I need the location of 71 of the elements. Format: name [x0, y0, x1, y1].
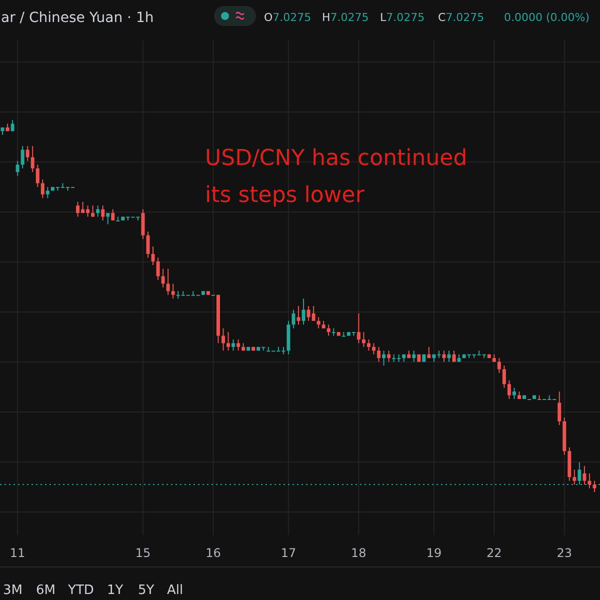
candlestick — [106, 212, 110, 225]
candlestick — [502, 365, 506, 388]
candlestick — [412, 350, 416, 362]
text: All — [167, 583, 184, 598]
candlestick — [372, 342, 376, 355]
x-tick-label: 22 — [486, 546, 502, 560]
candlestick — [356, 312, 360, 344]
candlestick — [558, 391, 562, 426]
candlestick — [377, 346, 381, 362]
candlestick — [151, 246, 155, 266]
x-tick-label: 15 — [135, 546, 151, 560]
candlestick — [382, 350, 386, 366]
candlestick — [40, 179, 44, 199]
text: 0.0000 (0.00%) — [504, 11, 590, 24]
candlestick — [36, 164, 40, 188]
candlestick — [512, 387, 516, 400]
text: C7.0275 — [438, 11, 484, 24]
x-tick-label: 16 — [206, 546, 221, 560]
x-tick-label: 19 — [426, 546, 442, 560]
candlestick — [582, 465, 586, 486]
candlestick — [30, 146, 34, 173]
candlestick — [116, 216, 120, 222]
candlestick — [221, 328, 226, 352]
candlestick — [342, 332, 346, 337]
candlestick — [111, 208, 115, 221]
candlestick — [326, 324, 330, 336]
text: YTD — [67, 583, 94, 598]
candlestick — [16, 160, 20, 176]
candlestick — [387, 350, 391, 362]
candlestick — [156, 257, 160, 280]
x-tick-label: 17 — [280, 546, 296, 560]
x-tick-label: 18 — [351, 546, 366, 560]
candlestick — [46, 186, 50, 199]
candlestick — [171, 283, 175, 300]
candlestick — [588, 472, 592, 489]
candlestick — [20, 146, 24, 169]
candlestick — [166, 268, 170, 296]
candlestick — [538, 394, 542, 400]
text: 1Y — [107, 583, 124, 598]
candlestick — [236, 338, 240, 352]
annotation: USD/CNY has continued its steps lower — [205, 146, 468, 208]
candlestick — [96, 205, 100, 218]
candlestick — [447, 350, 451, 362]
candlestick — [507, 380, 511, 400]
candlestick — [497, 358, 501, 374]
candlestick — [141, 208, 145, 240]
chart-title: ar / Chinese Yuan · 1h — [1, 10, 154, 26]
candlestick — [26, 146, 30, 162]
x-tick-label: 23 — [556, 546, 572, 560]
candlestick — [292, 309, 296, 329]
candlestick — [232, 338, 236, 352]
candlestick — [572, 469, 576, 486]
x-tick-label: 11 — [10, 546, 26, 560]
text: H7.0275 — [322, 11, 369, 24]
candlestick — [146, 231, 150, 258]
candlestick — [101, 205, 105, 221]
candlestick — [452, 350, 456, 362]
candlestick — [296, 306, 300, 326]
candlestick — [226, 332, 230, 352]
candlestick — [442, 350, 446, 362]
candlestick — [592, 480, 596, 492]
text: 3M — [3, 583, 22, 598]
candlestick — [362, 332, 366, 348]
text: L7.0275 — [380, 11, 425, 24]
candlestick — [302, 298, 306, 326]
text: O7.0275 — [264, 11, 312, 24]
text: 6M — [36, 583, 56, 598]
candlestick — [366, 338, 370, 352]
text: 5Y — [138, 583, 154, 598]
candlestick — [161, 268, 165, 288]
candlestick — [316, 316, 320, 329]
